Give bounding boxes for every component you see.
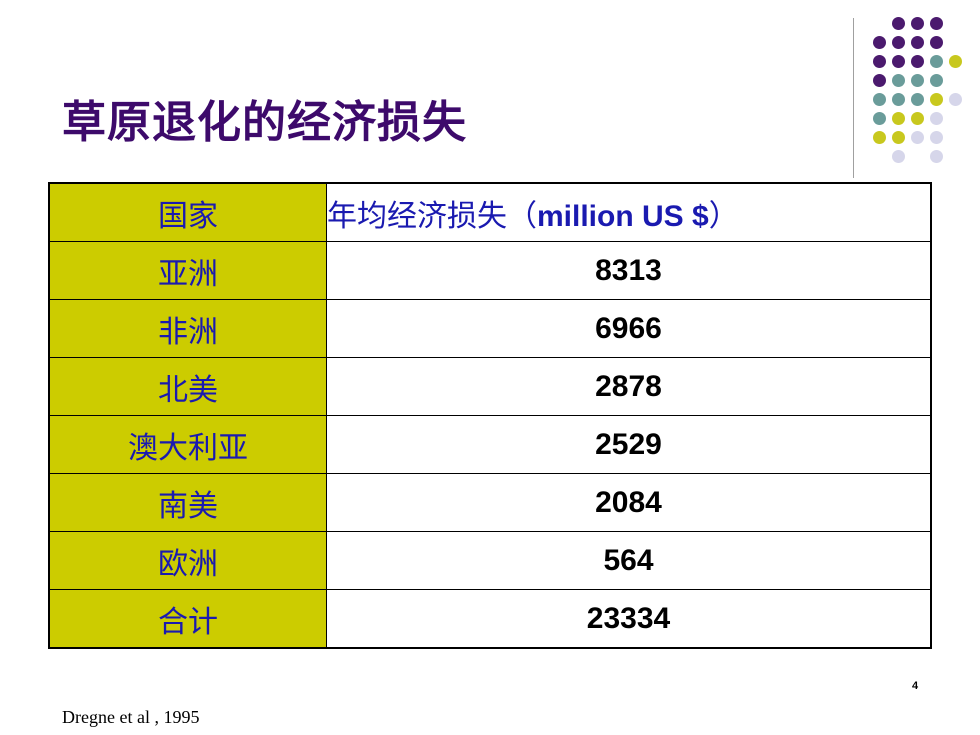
row-country: 合计 <box>48 589 327 649</box>
header-annual-loss-unit: million US $ <box>537 199 709 233</box>
decorative-dot <box>892 93 905 106</box>
decorative-dot <box>930 93 943 106</box>
decorative-dot <box>911 93 924 106</box>
decorative-dot <box>873 93 886 106</box>
row-country: 澳大利亚 <box>48 415 327 474</box>
row-country: 非洲 <box>48 299 327 358</box>
header-annual-loss: 年均经济损失（million US $） <box>326 182 932 242</box>
row-country: 南美 <box>48 473 327 532</box>
decorative-dot <box>949 93 962 106</box>
table-row: 非洲 6966 <box>48 299 932 358</box>
table-row: 欧洲 564 <box>48 531 932 590</box>
row-value: 23334 <box>326 589 932 649</box>
decorative-dot <box>873 112 886 125</box>
decorative-dot <box>911 112 924 125</box>
decorative-dot <box>873 74 886 87</box>
table-row: 澳大利亚 2529 <box>48 415 932 474</box>
decorative-dot <box>911 36 924 49</box>
decorative-dot <box>892 150 905 163</box>
row-value: 2529 <box>326 415 932 474</box>
page-number: 4 <box>912 680 919 692</box>
slide-title: 草原退化的经济损失 <box>62 97 467 148</box>
decorative-dot <box>930 74 943 87</box>
row-country: 亚洲 <box>48 241 327 300</box>
decorative-dot <box>911 74 924 87</box>
header-annual-loss-cn: 年均经济损失（ <box>327 198 537 234</box>
decorative-dot <box>892 131 905 144</box>
row-country: 欧洲 <box>48 531 327 590</box>
decorative-dot <box>873 131 886 144</box>
decorative-dot <box>930 150 943 163</box>
decorative-dot <box>873 55 886 68</box>
decorative-dot <box>892 17 905 30</box>
decorative-dot <box>892 112 905 125</box>
header-country: 国家 <box>48 182 327 242</box>
decorative-dot <box>949 55 962 68</box>
decorative-dot <box>930 17 943 30</box>
row-value: 2878 <box>326 357 932 416</box>
decorative-divider <box>853 18 854 178</box>
decorative-dot <box>930 55 943 68</box>
decorative-dot <box>930 112 943 125</box>
row-value: 8313 <box>326 241 932 300</box>
header-annual-loss-close: ） <box>708 198 739 234</box>
source-citation: Dregne et al , 1995 <box>62 707 200 727</box>
table-row-total: 合计 23334 <box>48 589 932 649</box>
decorative-dot <box>930 36 943 49</box>
decorative-dot <box>930 131 943 144</box>
decorative-dot <box>892 74 905 87</box>
table-row: 亚洲 8313 <box>48 241 932 300</box>
table-row: 北美 2878 <box>48 357 932 416</box>
row-value: 564 <box>326 531 932 590</box>
decorative-dot <box>873 36 886 49</box>
row-value: 2084 <box>326 473 932 532</box>
table-row: 南美 2084 <box>48 473 932 532</box>
row-value: 6966 <box>326 299 932 358</box>
row-country: 北美 <box>48 357 327 416</box>
decorative-dot <box>911 131 924 144</box>
decorative-dot <box>892 36 905 49</box>
economic-loss-table: 国家 年均经济损失（million US $） 亚洲 8313 非洲 6966 … <box>48 182 932 649</box>
table-header-row: 国家 年均经济损失（million US $） <box>48 182 932 242</box>
decorative-dot <box>911 55 924 68</box>
decorative-dot <box>911 17 924 30</box>
decorative-dot <box>892 55 905 68</box>
